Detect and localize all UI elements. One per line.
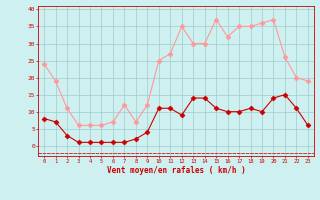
X-axis label: Vent moyen/en rafales ( km/h ): Vent moyen/en rafales ( km/h ) (107, 166, 245, 175)
